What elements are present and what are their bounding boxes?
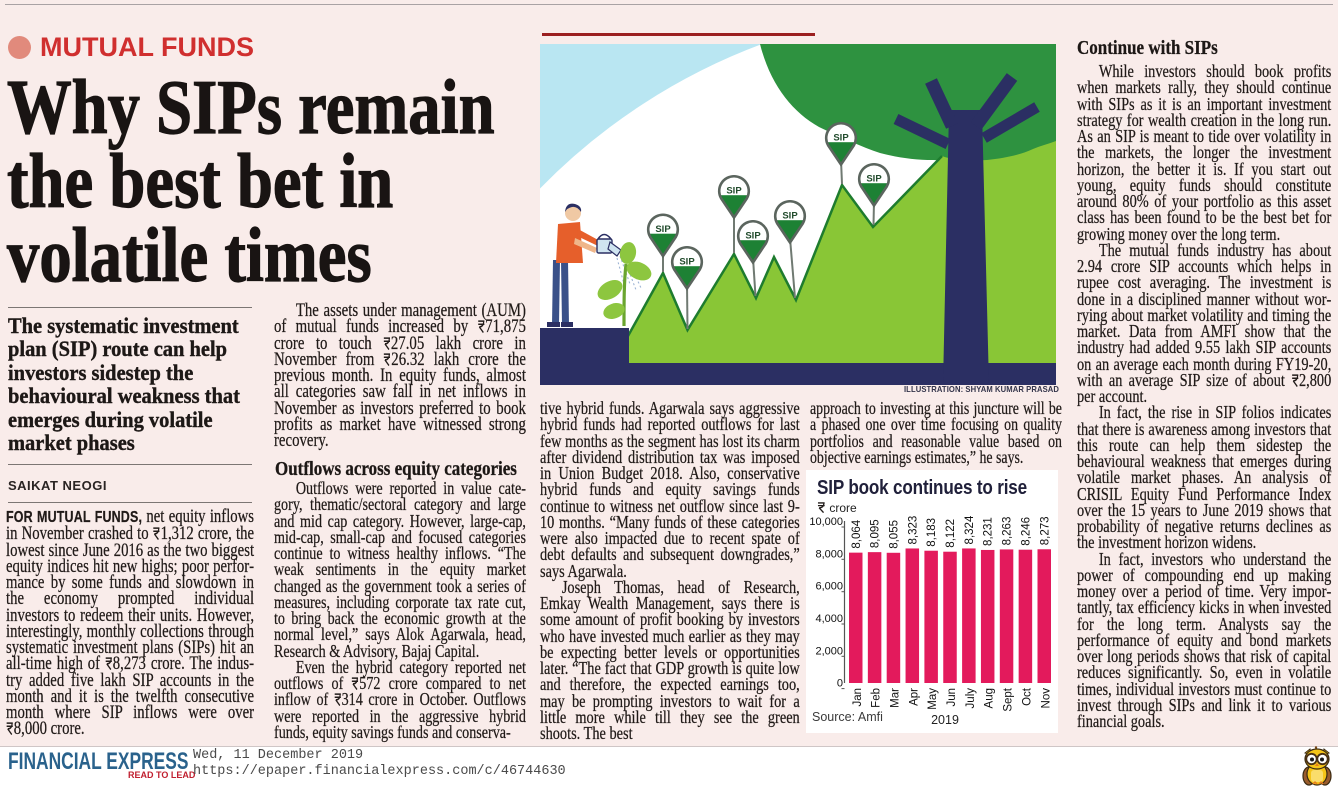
svg-text:4,000: 4,000 bbox=[815, 613, 843, 625]
svg-text:Mar: Mar bbox=[889, 688, 901, 708]
svg-text:SIP: SIP bbox=[745, 231, 761, 242]
svg-text:8,323: 8,323 bbox=[907, 516, 919, 545]
svg-text:SIP: SIP bbox=[679, 257, 695, 268]
svg-text:8,095: 8,095 bbox=[870, 519, 882, 548]
svg-text:10,000: 10,000 bbox=[809, 516, 843, 528]
svg-text:May: May bbox=[927, 688, 939, 710]
svg-text:SIP: SIP bbox=[833, 133, 849, 144]
svg-text:8,324: 8,324 bbox=[964, 515, 976, 544]
svg-text:2019: 2019 bbox=[931, 713, 959, 727]
svg-text:SIP: SIP bbox=[726, 186, 742, 197]
svg-text:Nov: Nov bbox=[1040, 688, 1052, 709]
svg-text:Jan: Jan bbox=[852, 688, 864, 707]
svg-text:Feb: Feb bbox=[871, 688, 883, 708]
svg-text:2,000: 2,000 bbox=[815, 645, 843, 657]
svg-text:8,183: 8,183 bbox=[926, 518, 938, 547]
svg-text:8,263: 8,263 bbox=[1002, 517, 1014, 546]
svg-text:Aug: Aug bbox=[984, 688, 996, 708]
svg-text:July: July bbox=[965, 688, 977, 709]
svg-text:Oct: Oct bbox=[1021, 687, 1033, 706]
svg-text:8,273: 8,273 bbox=[1039, 516, 1051, 545]
svg-text:8,064: 8,064 bbox=[851, 519, 863, 548]
svg-text:0: 0 bbox=[837, 678, 843, 690]
svg-text:8,000: 8,000 bbox=[815, 548, 843, 560]
svg-text:Apr: Apr bbox=[908, 688, 920, 706]
svg-text:8,055: 8,055 bbox=[888, 520, 900, 549]
svg-text:6,000: 6,000 bbox=[815, 581, 843, 593]
svg-text:Jun: Jun bbox=[946, 688, 958, 707]
svg-text:SIP: SIP bbox=[866, 174, 882, 185]
svg-text:8,122: 8,122 bbox=[945, 519, 957, 548]
svg-text:SIP: SIP bbox=[782, 211, 798, 222]
svg-text:8,231: 8,231 bbox=[983, 517, 995, 546]
svg-text:SIP: SIP bbox=[655, 224, 671, 235]
svg-text:8,246: 8,246 bbox=[1020, 517, 1032, 546]
svg-text:Sept: Sept bbox=[1003, 687, 1015, 711]
